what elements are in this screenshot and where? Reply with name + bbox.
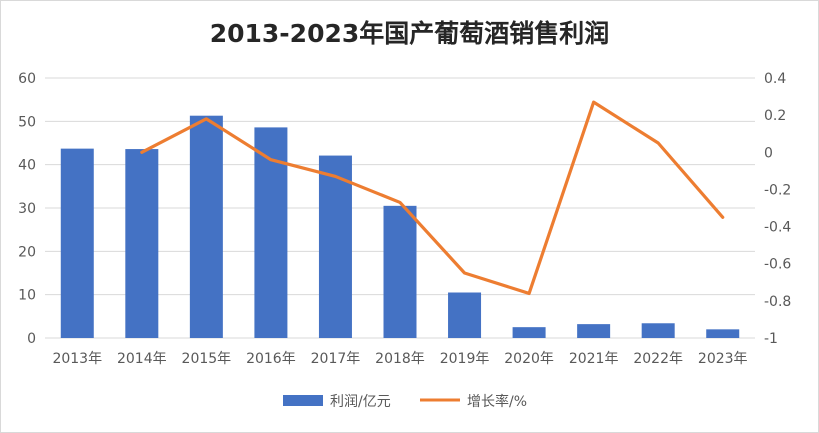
x-tick-label: 2013年 <box>52 351 102 367</box>
bar <box>383 205 417 338</box>
bar <box>318 155 352 338</box>
bar-series <box>60 115 740 339</box>
right-tick-label: 0 <box>764 145 773 161</box>
chart-title: 2013-2023年国产葡萄酒销售利润 <box>209 19 610 48</box>
x-tick-label: 2023年 <box>698 351 748 367</box>
growth-line <box>140 100 725 296</box>
line-series <box>140 100 725 296</box>
bar <box>189 115 223 338</box>
bar <box>706 329 740 338</box>
x-tick-label: 2016年 <box>246 351 296 367</box>
legend-bar-label: 利润/亿元 <box>330 394 391 410</box>
legend-bar-swatch <box>283 395 323 406</box>
right-tick-label: -0.6 <box>764 257 791 273</box>
bar <box>125 149 159 338</box>
x-tick-label: 2022年 <box>633 351 683 367</box>
left-tick-label: 20 <box>18 244 36 260</box>
bar <box>448 292 482 338</box>
legend: 利润/亿元 增长率/% <box>283 393 527 410</box>
x-tick-label: 2014年 <box>117 351 167 367</box>
right-axis-ticks: -1 -0.8 -0.6 -0.4 -0.2 0 0.2 0.4 <box>764 71 791 347</box>
right-tick-label: 0.2 <box>764 108 786 124</box>
right-tick-label: -0.8 <box>764 294 791 310</box>
x-tick-label: 2015年 <box>182 351 232 367</box>
right-tick-label: 0.4 <box>764 71 786 87</box>
legend-line-label: 增长率/% <box>467 393 527 410</box>
left-tick-label: 60 <box>18 71 36 87</box>
bar <box>512 327 546 338</box>
right-tick-label: -0.2 <box>764 182 791 198</box>
left-axis-ticks: 0 10 20 30 40 50 60 <box>18 71 36 347</box>
left-tick-label: 40 <box>18 158 36 174</box>
bar <box>577 324 611 338</box>
x-tick-label: 2020年 <box>504 351 554 367</box>
x-tick-label: 2019年 <box>440 351 490 367</box>
bar <box>60 148 94 338</box>
right-tick-label: -0.4 <box>764 220 791 236</box>
left-tick-label: 10 <box>18 288 36 304</box>
x-tick-label: 2018年 <box>375 351 425 367</box>
x-axis-ticks: 2013年 2014年 2015年 2016年 2017年 2018年 2019年 2020年… <box>52 351 747 367</box>
bar <box>641 323 675 338</box>
left-tick-label: 0 <box>27 331 36 347</box>
left-tick-label: 30 <box>18 201 36 217</box>
left-tick-label: 50 <box>18 114 36 130</box>
right-tick-label: -1 <box>764 331 778 347</box>
x-tick-label: 2021年 <box>569 351 619 367</box>
x-tick-label: 2017年 <box>311 351 361 367</box>
